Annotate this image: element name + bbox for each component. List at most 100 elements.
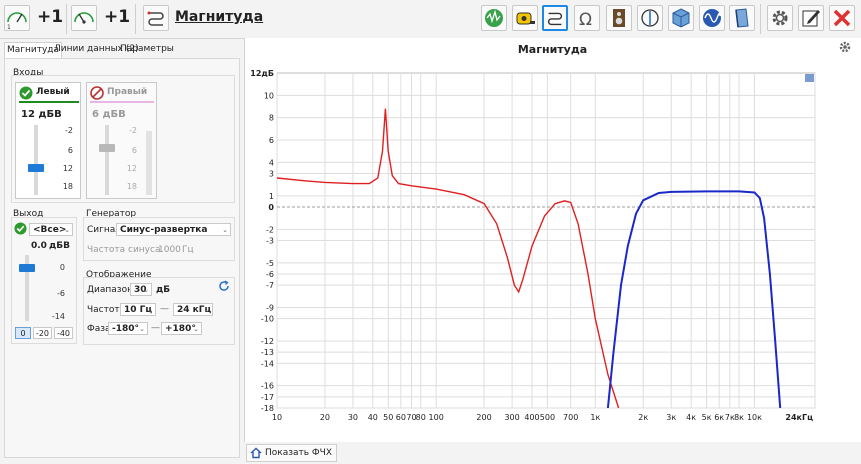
- output-level-slider[interactable]: [19, 264, 35, 272]
- series-line-2: [606, 190, 782, 409]
- edit-icon[interactable]: [798, 5, 824, 31]
- scale-label: 6: [67, 146, 73, 155]
- x-tick-label: 3к: [666, 413, 676, 422]
- x-tick-label: 7к: [725, 413, 735, 422]
- y-tick-label: 3: [269, 170, 274, 179]
- sine-freq-unit: Гц: [182, 245, 194, 255]
- right-scrollbar[interactable]: [146, 131, 152, 195]
- y-axis-label: 12дБ: [250, 69, 274, 78]
- output-level-unit: дБВ: [49, 241, 70, 251]
- x-tick-label: 70: [406, 413, 416, 422]
- chevron-down-icon: ⌄: [204, 306, 210, 314]
- vu-meter-icon[interactable]: [481, 5, 507, 31]
- y-tick-label: -16: [261, 382, 274, 391]
- output-range-buttons: 0 -20 -40: [15, 327, 75, 339]
- x-tick-label: 60: [396, 413, 406, 422]
- ohm-icon[interactable]: Ω: [574, 5, 600, 31]
- y-tick-label: 8: [269, 114, 274, 123]
- tab-magnitude[interactable]: Магнитуда: [4, 42, 63, 58]
- x-tick-label: 5к: [702, 413, 712, 422]
- y-tick-label: -6: [266, 270, 274, 279]
- y-tick-label: 10: [264, 91, 274, 100]
- range-select[interactable]: 30 ⌄: [130, 283, 152, 296]
- sine-freq-label: Частота синуса: [87, 245, 161, 255]
- range-20-button[interactable]: -20: [33, 327, 52, 339]
- scale-label: -2: [65, 126, 73, 135]
- left-channel-underline: [19, 101, 79, 103]
- chart-title: Магнитуда: [517, 43, 588, 56]
- tab-parameters[interactable]: Параметры: [120, 44, 174, 54]
- freq-from-select[interactable]: 10 Гц ⌄: [120, 303, 156, 316]
- gear-icon[interactable]: [767, 5, 793, 31]
- x-tick-label: 4к: [686, 413, 696, 422]
- book-icon[interactable]: [729, 5, 755, 31]
- y-tick-label: 1: [269, 192, 274, 201]
- status-bar: [244, 442, 861, 464]
- right-gain-slider[interactable]: [99, 144, 115, 152]
- y-tick-label: -18: [261, 404, 274, 413]
- right-channel-underline: [90, 101, 154, 103]
- x-tick-label: 1к: [590, 413, 600, 422]
- y-tick-label: -9: [266, 304, 274, 313]
- add-input-right-button[interactable]: +1: [104, 7, 131, 27]
- chevron-down-icon: ⌄: [147, 306, 153, 314]
- speaker-icon[interactable]: [606, 5, 632, 31]
- show-phase-button[interactable]: Показать ФЧХ: [246, 444, 338, 462]
- chevron-down-icon: ⌄: [193, 325, 199, 333]
- tab-bar: Магнитуда Линии данных (2) Параметры: [4, 42, 240, 58]
- x-tick-label: 6к: [714, 413, 724, 422]
- x-tick-label: 10к: [747, 413, 762, 422]
- y-tick-label: 6: [269, 136, 274, 145]
- right-channel-label: Правый: [107, 87, 148, 97]
- y-tick-label: -10: [261, 315, 274, 324]
- left-gain-slider[interactable]: [28, 164, 44, 172]
- y-tick-label: 4: [269, 158, 274, 167]
- signal-select[interactable]: Синус-развертка ⌄: [116, 223, 231, 236]
- inputs-title: Входы: [13, 68, 44, 78]
- phase-from-select[interactable]: -180° ⌄: [108, 322, 148, 335]
- output-group: [11, 217, 77, 344]
- loop-icon[interactable]: [143, 5, 169, 31]
- x-tick-label: 10: [272, 413, 282, 422]
- tape-measure-icon[interactable]: [512, 5, 538, 31]
- add-input-left-button[interactable]: +1: [37, 7, 64, 27]
- chart-settings-icon[interactable]: [838, 40, 852, 54]
- close-icon[interactable]: [829, 5, 855, 31]
- home-icon: [250, 447, 262, 459]
- output-level-track: [25, 255, 29, 321]
- tab-data-lines[interactable]: Линии данных (2): [54, 44, 139, 54]
- left-channel-value: 12 дБВ: [21, 109, 62, 120]
- right-gain-track: [105, 125, 109, 195]
- chevron-down-icon: ⌄: [222, 226, 228, 234]
- x-tick-label: 2к: [638, 413, 648, 422]
- scale-label: 6: [131, 146, 137, 155]
- freq-to-value: 24 кГц: [177, 305, 212, 315]
- refresh-icon[interactable]: [218, 280, 230, 292]
- vu-meter-left-icon[interactable]: 1: [4, 5, 30, 31]
- range-40-button[interactable]: -40: [54, 327, 73, 339]
- phase-to-select[interactable]: +180° ⌄: [161, 322, 202, 335]
- cube-icon[interactable]: [668, 5, 694, 31]
- waveform-icon[interactable]: [699, 5, 725, 31]
- toolbar: 1 +1 +1 Магнитуда Ω: [0, 0, 861, 39]
- check-icon: [14, 222, 27, 235]
- show-phase-label: Показать ФЧХ: [265, 448, 333, 458]
- y-tick-label: -14: [261, 359, 274, 368]
- vu-meter-right-icon[interactable]: [71, 5, 97, 31]
- output-channel-select[interactable]: <Все> ⌄: [29, 223, 73, 236]
- range-unit: дБ: [156, 285, 171, 295]
- scale-label: 18: [62, 182, 73, 191]
- x-tick-label: 24кГц: [785, 413, 813, 422]
- phase-icon[interactable]: [637, 5, 663, 31]
- scale-label: 18: [126, 182, 137, 191]
- freq-to-select[interactable]: 24 кГц ⌄: [173, 303, 213, 316]
- svg-text:1: 1: [7, 24, 11, 30]
- magnitude-chart[interactable]: 10 20 30 40 50 60 70 80 100 200 300 400 500 700 1к 2к 3к…: [244, 60, 861, 430]
- range-0-button[interactable]: 0: [15, 327, 31, 339]
- left-channel-card[interactable]: Левый 12 дБВ -2 6 12 18: [15, 82, 81, 199]
- loop-mode-icon[interactable]: [542, 5, 568, 31]
- chevron-down-icon: ⌄: [64, 226, 70, 234]
- scale-label: 12: [126, 164, 137, 173]
- scale-label: 0: [59, 263, 65, 272]
- right-channel-card[interactable]: Правый 6 дБВ -2 6 12 18: [86, 82, 157, 199]
